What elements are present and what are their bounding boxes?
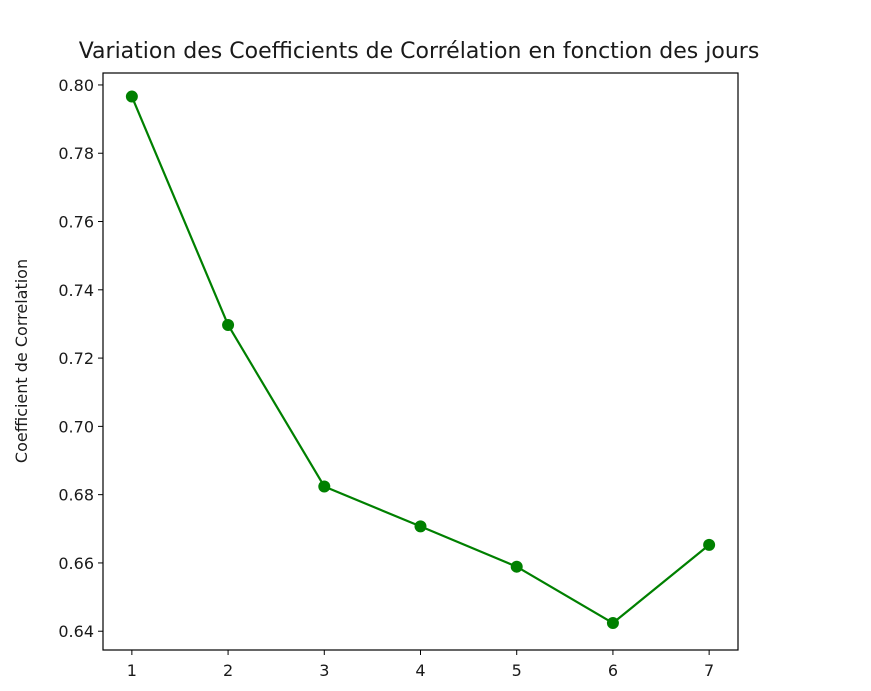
data-point [222, 318, 235, 331]
chart-title: Variation des Coefficients de Corrélatio… [79, 39, 760, 64]
y-axis-label: Coefficient de Correlation [12, 259, 31, 463]
data-point [125, 90, 138, 103]
x-tick-label: 7 [704, 661, 714, 680]
y-axis-ticks: 0.64 0.66 0.68 0.70 0.72 0.74 0.76 0.78 0.80 [58, 76, 103, 641]
y-tick-label: 0.80 [58, 76, 94, 95]
data-point [606, 617, 619, 630]
series-layer [125, 90, 716, 630]
x-tick-label: 4 [415, 661, 425, 680]
plot-area-frame [102, 72, 739, 651]
y-tick-label: 0.68 [58, 486, 94, 505]
data-point [703, 538, 716, 551]
y-tick-label: 0.70 [58, 417, 94, 436]
x-tick-label: 1 [127, 661, 137, 680]
data-point [414, 520, 427, 533]
y-tick-label: 0.74 [58, 281, 94, 300]
x-tick-label: 6 [608, 661, 618, 680]
y-tick-label: 0.66 [58, 554, 94, 573]
x-tick-label: 3 [319, 661, 329, 680]
x-axis-ticks: 1 2 3 4 5 6 7 [127, 650, 714, 680]
y-tick-label: 0.72 [58, 349, 94, 368]
x-tick-label: 5 [512, 661, 522, 680]
y-tick-label: 0.76 [58, 213, 94, 232]
data-point [318, 480, 331, 493]
y-tick-label: 0.78 [58, 144, 94, 163]
x-tick-label: 2 [223, 661, 233, 680]
y-tick-label: 0.64 [58, 622, 94, 641]
series-line [130, 96, 710, 625]
data-point [510, 560, 523, 573]
